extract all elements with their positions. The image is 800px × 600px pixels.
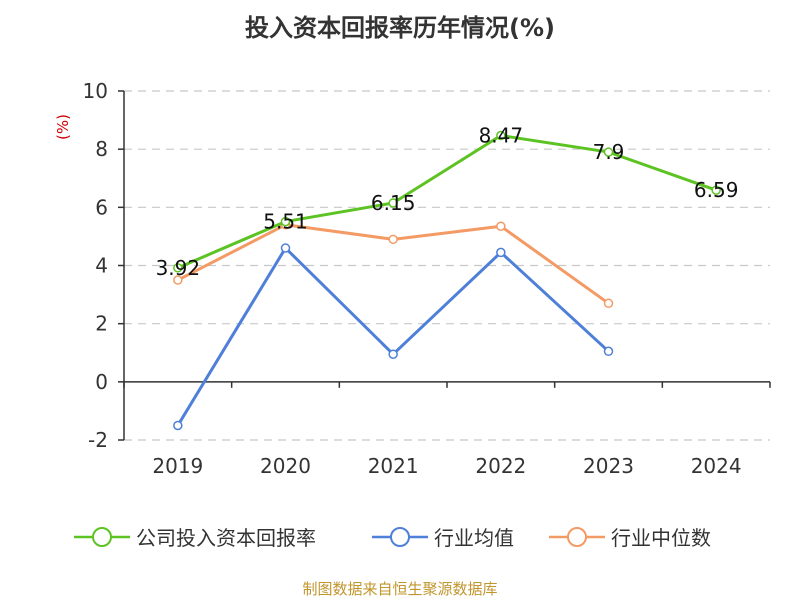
data-label: 7.9 (593, 140, 625, 164)
data-label: 5.51 (263, 210, 308, 234)
series-1 (173, 130, 721, 273)
legend-marker (390, 527, 410, 547)
y-tick-label: -2 (88, 428, 108, 452)
legend-label: 行业中位数 (611, 526, 711, 550)
legend-marker (92, 527, 112, 547)
data-point (388, 349, 398, 359)
grid-layer (124, 90, 770, 441)
data-label: 6.15 (371, 191, 416, 215)
series-line (177, 133, 717, 270)
series-2 (173, 243, 614, 431)
y-tick-label: 2 (95, 312, 108, 336)
chart-title: 投入资本回报率历年情况(%) (245, 14, 555, 42)
legend-item-2: 行业均值 (372, 526, 514, 550)
data-label: 8.47 (479, 123, 524, 147)
data-point (388, 198, 398, 208)
source-note: 制图数据来自恒生聚源数据库 (302, 580, 498, 598)
data-point (173, 263, 183, 273)
y-tick-label: 8 (95, 137, 108, 161)
x-tick-label: 2024 (691, 454, 742, 478)
data-point (388, 234, 398, 245)
x-tick-label: 2020 (260, 454, 311, 478)
data-point (173, 420, 183, 431)
data-label-layer: 3.92 5.51 6.15 8.47 7.9 6.59 (156, 123, 739, 279)
data-point (280, 243, 291, 253)
data-point (280, 216, 291, 227)
legend-label: 公司投入资本回报率 (136, 526, 316, 550)
data-label: 6.59 (694, 178, 739, 202)
x-tick-label: 2022 (475, 454, 526, 478)
data-label: 3.92 (156, 256, 201, 280)
data-point (496, 221, 506, 231)
legend-label: 行业均值 (434, 526, 514, 550)
data-point (603, 298, 614, 309)
legend-item-1: 公司投入资本回报率 (74, 526, 316, 550)
legend: 公司投入资本回报率 行业均值 行业中位数 (74, 526, 711, 550)
legend-marker (567, 527, 587, 547)
axis-layer: -2 0 2 4 6 8 10 2019 2020 2021 2022 2023 2024 (%) (54, 79, 771, 478)
legend-item-3: 行业中位数 (549, 526, 711, 550)
data-point (603, 346, 614, 357)
data-point (711, 185, 721, 195)
x-tick-label: 2023 (583, 454, 634, 478)
data-point (496, 130, 506, 141)
y-tick-label: 4 (95, 254, 108, 278)
data-point (496, 247, 506, 258)
y-tick-label: 6 (95, 195, 108, 219)
x-tick-label: 2019 (152, 454, 203, 478)
series-line (176, 246, 610, 427)
data-point (173, 275, 183, 285)
y-tick-label: 0 (95, 370, 108, 394)
series-layer (173, 130, 721, 431)
y-tick-label: 10 (83, 79, 108, 103)
x-tick-label: 2021 (368, 454, 419, 478)
data-point (603, 147, 614, 157)
y-axis-label: (%) (54, 114, 72, 140)
